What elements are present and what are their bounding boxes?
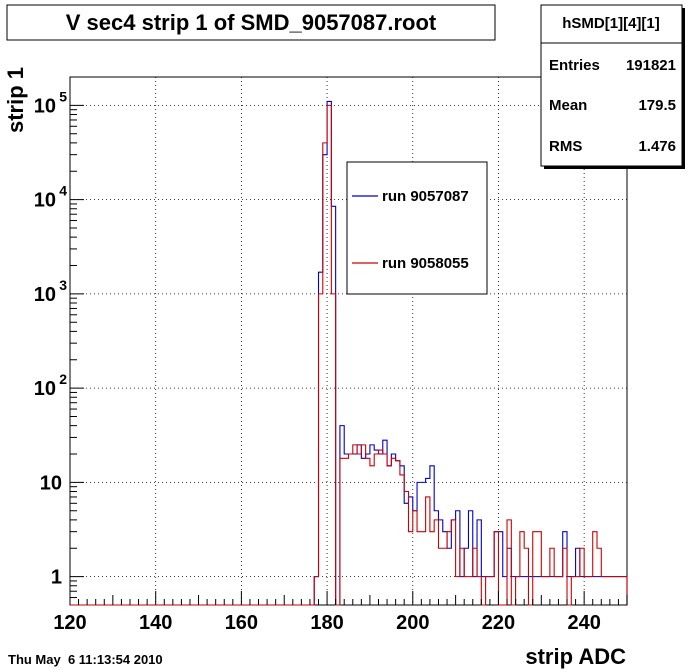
x-tick-label: 240 <box>567 612 600 634</box>
y-tick-label: 1 <box>51 567 62 589</box>
x-tick-label: 200 <box>396 612 429 634</box>
stats-box-frame <box>540 4 683 167</box>
stats-rms-value: 1.476 <box>638 138 676 155</box>
y-tick-exponent: 4 <box>59 183 67 199</box>
stats-histogram-name: hSMD[1][4][1] <box>562 15 660 32</box>
stats-entries-label: Entries <box>549 57 600 74</box>
stats-box-shadow <box>682 8 685 169</box>
x-axis-title: strip ADC <box>525 644 626 669</box>
stats-rms-label: RMS <box>549 138 582 155</box>
title-box <box>6 4 496 41</box>
stats-box-shadow-bottom <box>544 166 685 169</box>
x-tick-label: 140 <box>139 612 172 634</box>
stats-mean-label: Mean <box>549 97 587 114</box>
x-tick-label: 220 <box>482 612 515 634</box>
legend-box <box>346 161 488 295</box>
histogram-line-run-9058055 <box>309 104 628 606</box>
y-tick-exponent: 5 <box>59 88 67 104</box>
y-tick-label: 10 <box>34 378 56 400</box>
legend: run 9057087 run 9058055 <box>346 161 488 295</box>
stats-box: hSMD[1][4][1] Entries 191821 Mean 179.5 … <box>540 4 685 169</box>
stats-mean-value: 179.5 <box>638 97 676 114</box>
x-tick-label: 180 <box>310 612 343 634</box>
x-tick-label: 160 <box>225 612 258 634</box>
y-tick-exponent: 2 <box>59 371 67 387</box>
y-tick-exponent: 3 <box>59 277 67 293</box>
y-axis-title: strip 1 <box>3 67 28 133</box>
legend-label-run-9057087: run 9057087 <box>382 188 469 205</box>
y-tick-label: 10 <box>34 95 56 117</box>
y-tick-label: 10 <box>34 284 56 306</box>
footer-timestamp: Thu May 6 11:13:54 2010 <box>8 652 163 667</box>
stats-entries-value: 191821 <box>626 57 676 74</box>
y-tick-label: 10 <box>40 472 62 494</box>
legend-label-run-9058055: run 9058055 <box>382 255 469 272</box>
x-tick-label: 120 <box>53 612 86 634</box>
y-tick-label: 10 <box>34 190 56 212</box>
chart-title: V sec4 strip 1 of SMD_9057087.root <box>66 10 437 35</box>
x-axis-ticks: 120 140 160 180 200 220 240 <box>53 591 628 634</box>
